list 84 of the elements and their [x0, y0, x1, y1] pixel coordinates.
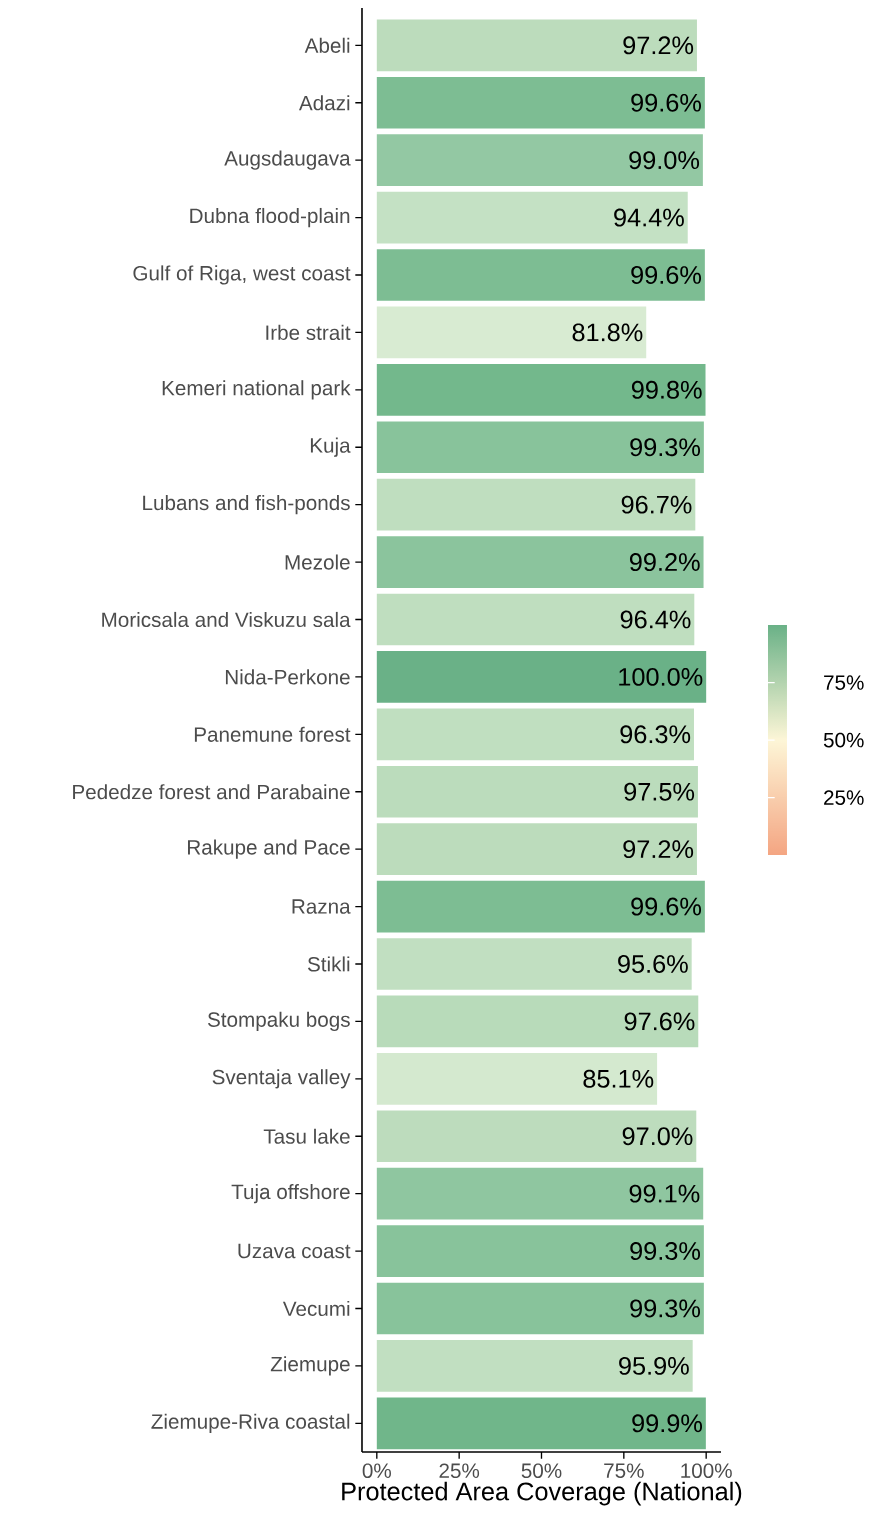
- data-label: 99.1%: [629, 1184, 700, 1203]
- data-label: 99.6%: [631, 93, 702, 112]
- y-tick-label: Moricsala and Viskuzu sala: [102, 611, 351, 628]
- x-tick-label: 100%: [681, 1463, 732, 1479]
- bar: [376, 880, 705, 933]
- data-label: 96.7%: [621, 495, 692, 514]
- y-tick-label: Tasu lake: [263, 1128, 350, 1144]
- bar: [376, 708, 694, 761]
- bar: [376, 19, 697, 72]
- data-label: 96.4%: [620, 610, 691, 629]
- y-tick-label: Adazi: [298, 95, 350, 111]
- y-tick-label: Dubna flood-plain: [190, 207, 350, 228]
- bar: [376, 823, 697, 875]
- bar: [376, 76, 705, 129]
- bar: [376, 421, 704, 474]
- data-label: 99.8%: [631, 380, 702, 399]
- bar: [376, 306, 647, 359]
- data-label: 99.3%: [630, 1299, 701, 1318]
- bar: [376, 765, 698, 818]
- y-tick-label: Razna: [292, 899, 351, 914]
- bar: [376, 1052, 658, 1105]
- bar: [376, 1397, 706, 1450]
- y-tick-label: Stikli: [307, 956, 350, 972]
- bar: [376, 478, 696, 531]
- data-label: 97.0%: [622, 1127, 693, 1146]
- y-tick-label: Ziemupe: [270, 1356, 350, 1376]
- data-label: 99.3%: [630, 438, 701, 457]
- y-tick-label: Uzava coast: [238, 1243, 351, 1259]
- y-tick-label: Lubans and fish-ponds: [143, 495, 350, 515]
- data-label: 95.9%: [619, 1356, 689, 1375]
- color-bar-label: 75%: [824, 675, 864, 690]
- bar: [376, 1282, 704, 1335]
- y-tick-label: Gulf of Riga, west coast: [133, 265, 351, 285]
- bar: [376, 593, 695, 646]
- y-tick-label: Ziemupe-Riva coastal: [151, 1413, 350, 1433]
- bar: [376, 995, 699, 1048]
- y-tick-label: Panemune forest: [194, 726, 351, 742]
- data-label: 100.0%: [619, 667, 703, 686]
- data-label: 97.6%: [624, 1012, 695, 1031]
- x-axis-title: Protected Area Coverage (National): [342, 1481, 742, 1506]
- y-tick-label: Abeli: [304, 37, 350, 53]
- bar: [376, 938, 692, 990]
- y-tick-label: Rakupe and Pace: [188, 839, 350, 859]
- data-label: 81.8%: [572, 323, 643, 342]
- data-label: 99.0%: [629, 151, 700, 170]
- bar: [376, 536, 704, 588]
- data-label: 97.5%: [624, 782, 695, 801]
- x-tick-label: 0%: [362, 1463, 391, 1479]
- data-label: 95.6%: [618, 955, 688, 973]
- bar: [376, 363, 706, 416]
- bar: [376, 1110, 697, 1163]
- x-tick-label: 25%: [439, 1463, 480, 1479]
- bar: [376, 1340, 693, 1392]
- x-tick-label: 50%: [521, 1463, 562, 1479]
- y-tick-label: Nida-Perkone: [225, 669, 350, 685]
- data-label: 97.2%: [623, 840, 694, 859]
- y-tick-label: Pededze forest and Parabaine: [73, 784, 350, 800]
- y-tick-label: Stompaku bogs: [207, 1011, 350, 1032]
- y-tick-label: Vecumi: [282, 1300, 350, 1317]
- x-tick-label: 75%: [604, 1463, 644, 1478]
- y-tick-label: Tuja offshore: [231, 1184, 350, 1204]
- bar: [376, 191, 688, 244]
- data-label: 94.4%: [614, 208, 684, 227]
- bar: [376, 249, 705, 301]
- y-tick-label: Kuja: [310, 437, 351, 457]
- bar: [376, 1225, 704, 1277]
- y-tick-label: Irbe strait: [266, 324, 351, 340]
- color-bar-label: 25%: [824, 790, 864, 805]
- data-label: 97.2%: [623, 36, 694, 55]
- bar: [376, 1167, 704, 1220]
- data-label: 99.2%: [629, 553, 700, 572]
- bar: [376, 134, 703, 186]
- y-tick-label: Kemeri national park: [162, 380, 351, 400]
- data-label: 99.9%: [632, 1414, 702, 1433]
- data-label: 99.6%: [631, 897, 702, 916]
- data-label: 99.6%: [631, 266, 702, 284]
- bar: [376, 651, 707, 703]
- data-label: 99.3%: [630, 1242, 701, 1261]
- y-tick-label: Mezole: [285, 554, 350, 570]
- y-tick-label: Sventaja valley: [212, 1069, 351, 1089]
- data-label: 85.1%: [583, 1069, 654, 1088]
- color-bar-label: 50%: [823, 732, 864, 748]
- y-tick-label: Augsdaugava: [224, 150, 351, 170]
- data-label: 96.3%: [620, 725, 691, 744]
